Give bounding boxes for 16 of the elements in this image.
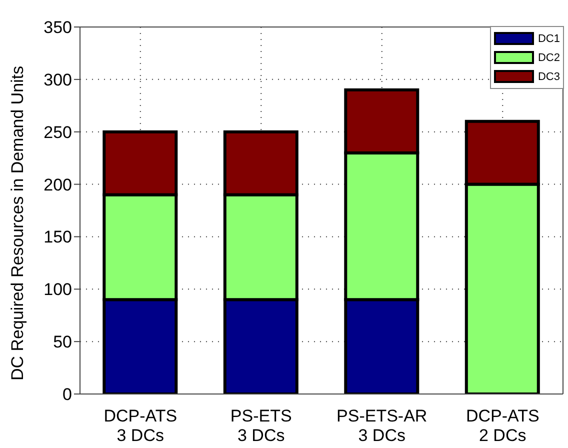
- x-tick-label: PS-ETS-AR 3 DCs: [336, 406, 428, 445]
- y-tick-label: 300: [44, 70, 72, 90]
- x-tick-label: DCP-ATS 3 DCs: [104, 406, 178, 445]
- legend-label: DC2: [538, 52, 560, 64]
- y-tick-label: 250: [44, 122, 72, 142]
- y-tick-label: 0: [62, 385, 72, 404]
- y-tick-label: 50: [53, 332, 72, 352]
- x-tick-label: DCP-ATS 2 DCs: [466, 406, 540, 445]
- y-tick-label: 200: [44, 175, 72, 194]
- y-tick-label: 150: [44, 228, 72, 247]
- y-axis-title: DC Required Resources in Demand Units: [8, 66, 28, 380]
- y-tick-label: 100: [44, 280, 72, 300]
- legend-label: DC1: [538, 32, 560, 44]
- x-tick-label: PS-ETS 3 DCs: [230, 406, 292, 445]
- legend-label: DC3: [538, 70, 560, 82]
- y-tick-label: 350: [44, 18, 72, 38]
